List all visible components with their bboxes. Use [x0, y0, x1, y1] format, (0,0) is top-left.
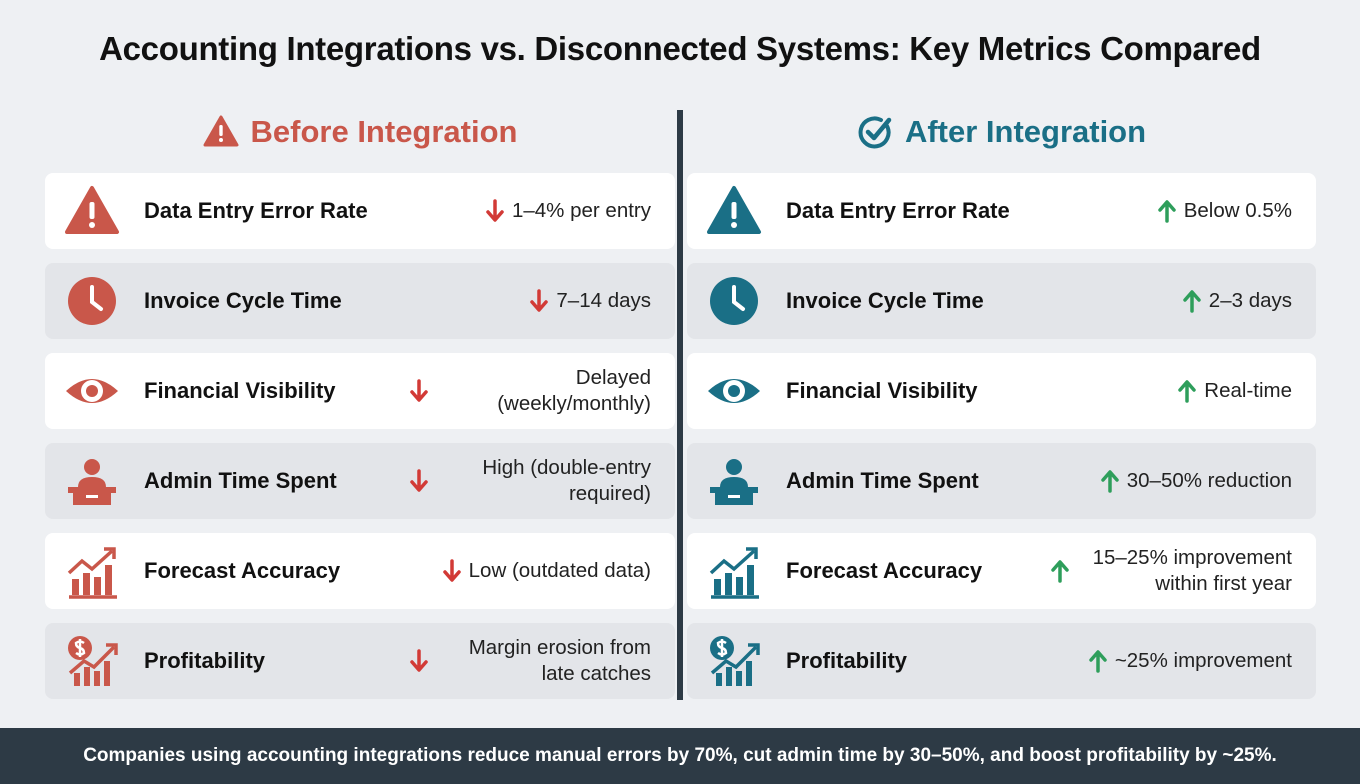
metric-row: Financial Visibility Delayed (weekly/mont… — [45, 353, 675, 429]
metric-row: Invoice Cycle Time 7–14 days — [45, 263, 675, 339]
arrow-down — [410, 469, 428, 492]
arrow-up — [1178, 380, 1197, 403]
arrow-up — [1100, 470, 1119, 493]
heading-text: After Integration — [904, 114, 1147, 149]
metric-row: Forecast Accuracy Low (outdated data) — [45, 533, 675, 609]
metric-row: Admin Time Spent High (double-entry requi… — [45, 443, 675, 519]
metric-label: Data Entry Error Rate — [786, 198, 1010, 223]
metric-value-text: 30–50% reduction — [1126, 469, 1292, 492]
metric-row: Data Entry Error Rate Below 0.5% — [687, 173, 1316, 249]
metric-icon — [710, 459, 758, 505]
metric-icon — [67, 547, 117, 599]
metric-row: Admin Time Spent 30–50% reduction — [687, 443, 1316, 519]
metric-icon — [65, 186, 119, 234]
title: Accounting Integrations vs. Disconnected… — [99, 30, 1261, 67]
arrow-down — [530, 289, 549, 312]
metric-icon — [709, 547, 759, 599]
metric-row: Data Entry Error Rate 1–4% per entry — [45, 173, 675, 249]
metric-label: Profitability — [144, 648, 266, 673]
metric-row: Forecast Accuracy 15–25% improvement with… — [687, 533, 1316, 609]
column-heading: After Integration — [687, 108, 1316, 156]
metric-label: Financial Visibility — [786, 378, 978, 403]
metric-label: Invoice Cycle Time — [786, 288, 984, 313]
arrow-down — [410, 649, 428, 672]
metric-icon — [708, 379, 760, 403]
metric-row: Profitability ~25% improvement — [687, 623, 1316, 699]
metric-row: Profitability Margin erosion from late ca… — [45, 623, 675, 699]
metric-value: 30–50% reduction — [1100, 468, 1292, 494]
metric-label: Forecast Accuracy — [144, 558, 341, 583]
metric-label: Admin Time Spent — [786, 468, 979, 493]
metric-icon — [710, 636, 760, 686]
metric-value: Delayed (weekly/monthly) — [410, 365, 651, 417]
metric-icon — [68, 459, 116, 505]
metric-value-text: Below 0.5% — [1183, 199, 1292, 222]
arrow-up — [1157, 200, 1176, 223]
metric-label: Profitability — [786, 648, 908, 673]
metric-value: 15–25% improvement within first year — [1051, 545, 1292, 597]
metric-label: Financial Visibility — [144, 378, 336, 403]
arrow-up — [1051, 560, 1069, 583]
metric-icon — [68, 277, 116, 325]
metric-value: 2–3 days — [1183, 288, 1292, 314]
metric-icon — [66, 379, 118, 403]
metric-value-text: 1–4% per entry — [511, 199, 651, 222]
heading-icon — [858, 116, 892, 149]
metric-label: Data Entry Error Rate — [144, 198, 368, 223]
metric-value: ~25% improvement — [1089, 648, 1292, 674]
metric-value-text: High (double-entry required) — [482, 456, 651, 505]
column-heading: Before Integration — [45, 108, 675, 156]
metric-value-text: Real-time — [1204, 379, 1292, 402]
divider — [677, 110, 683, 700]
metric-row: Invoice Cycle Time 2–3 days — [687, 263, 1316, 339]
metric-value: 7–14 days — [530, 288, 651, 314]
arrow-down — [442, 559, 461, 582]
metric-icon — [710, 277, 758, 325]
metric-icon — [68, 636, 118, 686]
heading-icon — [203, 115, 239, 147]
metric-value: High (double-entry required) — [410, 455, 651, 507]
arrow-down — [486, 199, 504, 222]
metric-value-text: 15–25% improvement within first year — [1092, 546, 1292, 595]
metric-icon — [707, 186, 761, 234]
arrow-down — [410, 379, 428, 402]
footer: Companies using accounting integrations … — [0, 728, 1360, 784]
metric-value: Below 0.5% — [1157, 198, 1292, 224]
arrow-up — [1183, 290, 1201, 313]
arrow-up — [1089, 650, 1107, 673]
metric-value: 1–4% per entry — [486, 198, 651, 224]
metric-row: Financial Visibility Real-time — [687, 353, 1316, 429]
metric-value: Low (outdated data) — [442, 558, 651, 584]
metric-label: Invoice Cycle Time — [144, 288, 342, 313]
heading-text: Before Integration — [250, 114, 518, 149]
metric-value-text: Margin erosion from late catches — [468, 636, 651, 685]
metric-value: Margin erosion from late catches — [410, 635, 651, 687]
metric-value-text: 2–3 days — [1208, 289, 1292, 312]
metric-value-text: 7–14 days — [556, 289, 651, 312]
metric-value-text: Low (outdated data) — [468, 559, 651, 582]
metric-label: Forecast Accuracy — [786, 558, 983, 583]
metric-value-text: ~25% improvement — [1114, 649, 1292, 672]
metric-label: Admin Time Spent — [144, 468, 337, 493]
metric-value: Real-time — [1178, 378, 1292, 404]
metric-value-text: Delayed (weekly/monthly) — [497, 366, 651, 415]
